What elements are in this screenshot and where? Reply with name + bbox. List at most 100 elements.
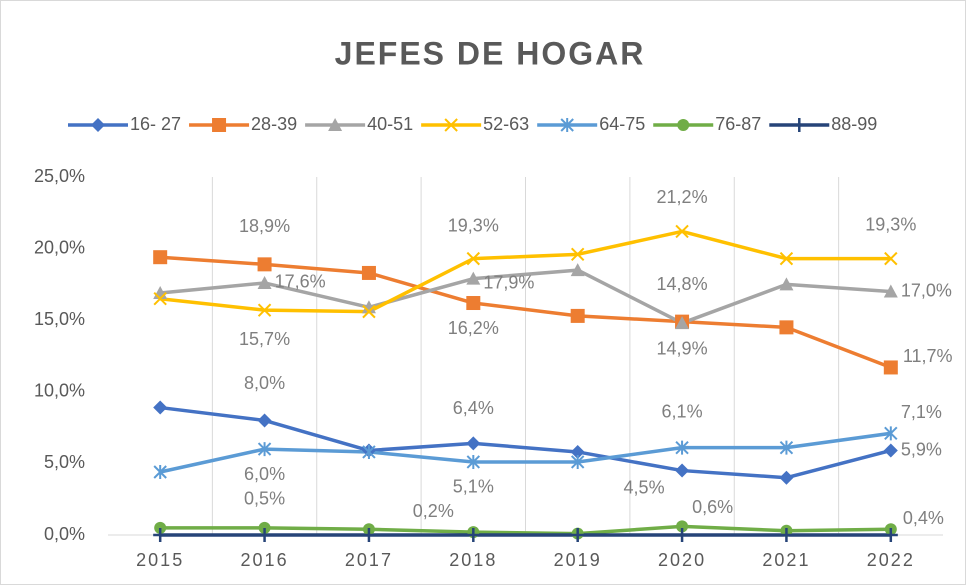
marker	[779, 440, 794, 455]
marker-shape	[675, 440, 689, 455]
marker-shape	[779, 470, 794, 485]
marker-shape	[779, 277, 794, 291]
marker-shape	[257, 275, 272, 289]
legend-label: 28-39	[251, 114, 297, 134]
marker-shape	[883, 360, 898, 375]
legend-label: 16- 27	[130, 114, 181, 134]
data-label: 6,4%	[453, 398, 494, 418]
marker-shape	[570, 263, 585, 277]
marker-shape	[153, 250, 168, 265]
data-label: 14,9%	[657, 338, 708, 358]
marker	[257, 442, 272, 457]
marker	[883, 443, 898, 458]
marker-shape	[570, 454, 585, 469]
marker-shape	[361, 265, 376, 280]
marker	[466, 436, 481, 451]
marker-shape	[675, 528, 690, 542]
marker-shape	[883, 443, 898, 458]
marker	[570, 247, 585, 262]
marker-shape	[676, 520, 689, 533]
legend-label: 52-63	[483, 114, 529, 134]
marker	[779, 320, 794, 335]
y-tick-label: 15,0%	[34, 309, 85, 329]
marker-shape	[883, 284, 898, 298]
marker	[675, 316, 690, 330]
data-label: 0,6%	[692, 497, 733, 517]
marker	[884, 251, 898, 266]
data-label: 5,1%	[453, 477, 494, 497]
x-tick-label: 2021	[762, 550, 810, 570]
marker	[91, 118, 105, 132]
marker	[466, 296, 481, 311]
marker-shape	[466, 528, 481, 542]
marker-shape	[257, 303, 272, 317]
marker-shape	[675, 316, 690, 330]
x-tick-label: 2018	[449, 550, 497, 570]
series-line	[159, 431, 892, 474]
marker	[779, 251, 794, 266]
marker	[677, 119, 690, 131]
series-line	[159, 229, 891, 314]
marker	[153, 464, 167, 479]
marker	[779, 528, 794, 542]
marker-shape	[466, 454, 481, 469]
legend-label: 40-51	[367, 114, 413, 134]
marker	[883, 528, 898, 542]
marker	[570, 444, 585, 459]
marker	[466, 528, 481, 542]
data-label: 6,0%	[244, 464, 285, 484]
marker-shape	[257, 442, 272, 457]
marker-shape	[257, 413, 272, 428]
data-label: 8,0%	[244, 373, 285, 393]
marker-shape	[153, 464, 167, 479]
data-label: 19,3%	[448, 215, 499, 235]
marker	[675, 463, 690, 478]
legend-label: 88-99	[831, 114, 877, 134]
marker	[212, 118, 227, 132]
marker-shape	[677, 119, 690, 131]
y-tick-label: 25,0%	[34, 166, 85, 186]
marker-shape	[466, 436, 481, 451]
marker-shape	[361, 300, 376, 314]
marker	[153, 292, 167, 306]
marker	[466, 251, 481, 266]
marker	[444, 118, 458, 132]
legend-label: 64-75	[599, 114, 645, 134]
marker	[153, 400, 168, 415]
marker	[792, 118, 807, 132]
marker-shape	[570, 247, 585, 262]
marker	[466, 271, 481, 285]
marker-shape	[570, 308, 585, 323]
data-label: 0,2%	[413, 501, 454, 521]
marker-shape	[675, 463, 690, 478]
data-label: 16,2%	[448, 318, 499, 338]
data-label: 6,1%	[662, 401, 703, 421]
marker-shape	[883, 528, 898, 542]
marker-shape	[153, 400, 168, 415]
marker	[570, 263, 585, 277]
marker-shape	[779, 320, 794, 335]
marker-shape	[884, 426, 898, 441]
marker	[570, 528, 585, 542]
x-tick-label: 2019	[554, 550, 602, 570]
marker-shape	[362, 444, 376, 459]
marker	[560, 118, 574, 132]
marker	[258, 521, 271, 534]
series-line	[160, 255, 892, 370]
marker	[362, 444, 376, 459]
data-label: 0,4%	[903, 508, 944, 528]
marker-shape	[153, 292, 167, 306]
marker-shape	[792, 118, 807, 132]
marker	[153, 250, 168, 265]
marker	[675, 224, 689, 239]
marker	[361, 300, 376, 314]
x-tick-label: 2022	[867, 550, 915, 570]
marker	[153, 528, 168, 542]
marker	[361, 528, 376, 542]
marker-shape	[466, 296, 481, 311]
marker-shape	[779, 251, 794, 266]
series-line	[160, 524, 891, 536]
marker	[257, 257, 272, 272]
